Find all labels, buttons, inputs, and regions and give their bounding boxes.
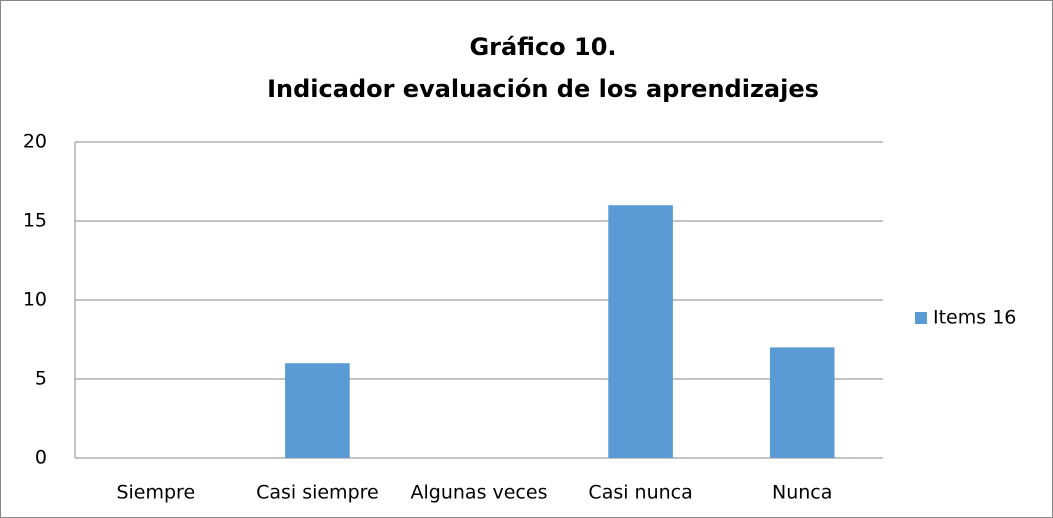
y-tick-label: 5: [35, 368, 47, 390]
x-tick-label: Siempre: [116, 482, 195, 504]
bar: [285, 363, 350, 458]
x-tick-label: Casi nunca: [588, 482, 692, 504]
chart-title: Gráfico 10.: [469, 33, 616, 61]
bar: [769, 347, 835, 458]
chart-title: Indicador evaluación de los aprendizajes: [267, 75, 819, 103]
bar: [608, 205, 673, 458]
y-tick-label: 0: [35, 447, 47, 469]
legend-label: Items 16: [933, 307, 1016, 329]
x-tick-label: Nunca: [772, 482, 832, 504]
y-tick-label: 20: [23, 131, 47, 153]
x-tick-label: Algunas veces: [411, 482, 548, 504]
y-tick-label: 10: [23, 289, 47, 311]
legend-swatch: [915, 312, 927, 324]
x-tick-label: Casi siempre: [256, 482, 379, 504]
y-tick-label: 15: [23, 210, 47, 232]
